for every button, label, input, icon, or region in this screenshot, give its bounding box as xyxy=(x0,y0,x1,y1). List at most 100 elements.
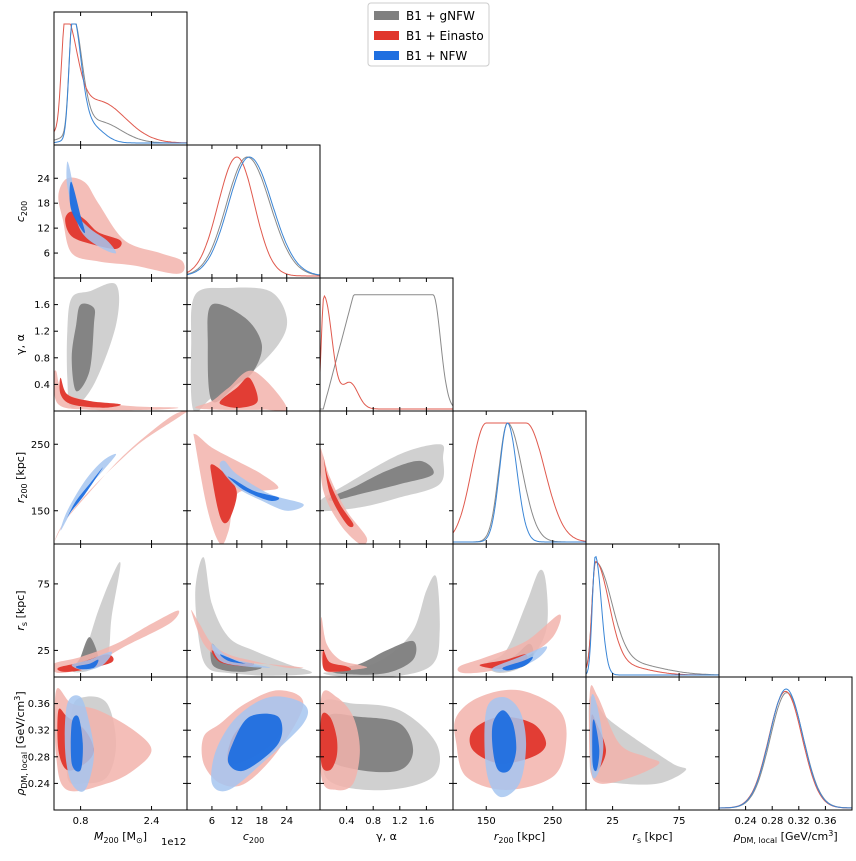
x-tick-label-rs: 25 xyxy=(606,816,619,827)
contour-nfw-68-5 xyxy=(502,656,533,671)
contour-panel-r200-vs-M200 xyxy=(54,411,187,541)
x-tick-label-M200: 0.8 xyxy=(73,816,89,827)
y-axis-label-r200: r200​ [kpc] xyxy=(14,452,29,503)
marginal-gamma_alpha-gnfw xyxy=(320,294,454,410)
contour-nfw-68-5 xyxy=(75,659,99,670)
x-tick-label-M200: 2.4 xyxy=(144,816,160,827)
contour-panel-rho-vs-gamma_alpha xyxy=(320,690,440,791)
legend-swatch-einasto xyxy=(374,31,399,40)
x-tick-label-r200: 150 xyxy=(477,816,496,827)
offset-text: 1e12 xyxy=(161,837,186,848)
contour-gnfw-95-0 xyxy=(195,557,312,676)
contour-einasto-95-0 xyxy=(54,411,187,541)
y-tick-label-gamma_alpha: 1.6 xyxy=(34,300,50,311)
y-tick-label-gamma_alpha: 0.4 xyxy=(34,380,50,391)
contour-gnfw-68-1 xyxy=(207,303,263,403)
x-tick-label-c200: 18 xyxy=(255,816,268,827)
contour-nfw-68-3 xyxy=(69,181,85,234)
legend: B1 + gNFW B1 + Einasto B1 + NFW xyxy=(367,2,490,67)
x-tick-label-r200: 250 xyxy=(543,816,562,827)
contour-nfw-68-2 xyxy=(67,467,103,518)
panel-frame-0-0 xyxy=(53,11,188,146)
x-tick-label-c200: 24 xyxy=(280,816,293,827)
contour-einasto-95-2 xyxy=(457,614,561,674)
contour-panel-rs-vs-gamma_alpha xyxy=(320,575,440,677)
marginal-rs-nfw xyxy=(585,555,719,676)
contour-einasto-68-3 xyxy=(219,377,258,408)
marginal-r200-nfw xyxy=(453,422,586,543)
contour-einasto-95-2 xyxy=(320,447,368,544)
marginal-rho-nfw xyxy=(719,688,853,809)
contour-nfw-68-4 xyxy=(70,715,83,772)
contour-einasto-95-1 xyxy=(588,685,660,784)
x-tick-label-rho: 0.24 xyxy=(734,816,756,827)
y-tick-label-rho: 0.32 xyxy=(28,726,50,737)
x-axis-label-rho: ρDM, local​ [GeV/cm3] xyxy=(733,829,837,845)
contour-panel-rho-vs-c200 xyxy=(201,690,309,792)
marginal-rs-einasto xyxy=(585,560,719,676)
y-tick-label-c200: 6 xyxy=(44,249,50,260)
legend-label-einasto: B1 + Einasto xyxy=(406,29,484,43)
y-tick-label-gamma_alpha: 1.2 xyxy=(34,327,50,338)
y-tick-label-r200: 250 xyxy=(31,440,50,451)
x-axis-label-c200: c200​ xyxy=(243,830,264,845)
marginal-rho-gnfw xyxy=(719,692,852,809)
panel-frames xyxy=(53,11,853,811)
contour-nfw-95-2 xyxy=(66,161,117,254)
y-tick-label-rho: 0.24 xyxy=(28,779,50,790)
contour-nfw-95-1 xyxy=(60,453,117,531)
legend-label-nfw: B1 + NFW xyxy=(406,49,467,63)
y-tick-label-c200: 18 xyxy=(37,199,50,210)
marginal-c200-gnfw xyxy=(186,156,321,276)
contour-panel-gamma_alpha-vs-c200 xyxy=(190,287,288,411)
contour-einasto-68-1 xyxy=(210,464,237,524)
contour-nfw-68-3 xyxy=(491,710,517,773)
marginal-M200-einasto xyxy=(53,23,187,144)
y-tick-label-rho: 0.36 xyxy=(28,699,50,710)
y-axis-label-gamma_alpha: γ, α xyxy=(14,334,27,355)
contour-panel-rs-vs-c200 xyxy=(191,557,312,676)
contour-einasto-68-3 xyxy=(320,712,338,771)
y-tick-label-rs: 75 xyxy=(37,579,50,590)
legend-label-gnfw: B1 + gNFW xyxy=(406,9,475,23)
contour-nfw-95-2 xyxy=(219,460,304,511)
x-tick-label-rho: 0.36 xyxy=(814,816,836,827)
marginal-c200-nfw xyxy=(186,156,321,276)
panel-frame-4-4 xyxy=(585,543,720,678)
y-tick-label-rho: 0.28 xyxy=(28,752,50,763)
x-tick-label-gamma_alpha: 1.2 xyxy=(392,816,408,827)
y-axis-label-c200: c200​ xyxy=(14,201,29,222)
contour-einasto-95-2 xyxy=(54,610,180,674)
x-tick-label-rho: 0.28 xyxy=(761,816,783,827)
contour-nfw-68-4 xyxy=(592,719,600,772)
contour-einasto-95-2 xyxy=(320,616,368,673)
contour-panel-rho-vs-rs xyxy=(588,685,687,785)
x-axis-label-r200: r200​ [kpc] xyxy=(494,830,545,845)
marginal-c200-einasto xyxy=(186,156,320,277)
panel-frame-3-3 xyxy=(452,410,587,545)
marginal-r200-einasto xyxy=(452,422,587,542)
contour-panel-c200-vs-M200 xyxy=(58,161,185,274)
x-tick-label-c200: 12 xyxy=(231,816,244,827)
contour-nfw-95-4 xyxy=(491,646,548,672)
contour-panel-rs-vs-M200 xyxy=(54,562,180,674)
y-tick-label-rs: 25 xyxy=(37,646,50,657)
contour-einasto-68-3 xyxy=(323,453,354,528)
marginal-rs-gnfw xyxy=(585,561,720,676)
contour-panel-rs-vs-r200 xyxy=(457,569,561,674)
y-tick-label-c200: 24 xyxy=(37,174,50,185)
panel-frame-3-0 xyxy=(53,410,188,545)
x-tick-label-rho: 0.32 xyxy=(788,816,810,827)
x-tick-label-rs: 75 xyxy=(673,816,686,827)
tick-layer xyxy=(54,12,826,810)
x-axis-label-gamma_alpha: γ, α xyxy=(376,830,397,843)
contour-einasto-95-0 xyxy=(58,177,185,274)
contour-panel-rho-vs-M200 xyxy=(54,687,152,792)
contour-panel-gamma_alpha-vs-M200 xyxy=(54,282,179,411)
contour-panel-r200-vs-gamma_alpha xyxy=(320,444,445,544)
contour-einasto-68-3 xyxy=(322,650,352,672)
marginal-M200-nfw xyxy=(53,23,187,144)
x-tick-label-gamma_alpha: 0.4 xyxy=(339,816,355,827)
contour-nfw-68-3 xyxy=(227,713,283,772)
